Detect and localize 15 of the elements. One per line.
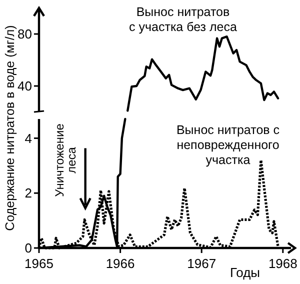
y-tick-label: 80: [18, 26, 32, 42]
line-series: [126, 36, 280, 112]
x-axis-title: Годы: [230, 265, 260, 280]
y-axis-title: Содержание нитратов в воде (мг/л): [3, 25, 17, 231]
y-tick-label: 4: [24, 130, 32, 146]
series-label: Вынос нитратов с неповрежденного участка: [176, 123, 280, 167]
x-tick-label: 1967: [187, 256, 216, 271]
y-tick-label: 0: [24, 240, 32, 256]
annotation: Уничтожение леса: [52, 123, 78, 197]
series-label: Вынос нитратов с участка без леса: [129, 5, 238, 34]
x-tick-label: 1968: [268, 256, 298, 271]
y-tick-label: 2: [24, 186, 32, 201]
x-tick-label: 1965: [24, 256, 54, 271]
y-tick-label: 40: [18, 78, 32, 94]
x-tick-label: 1966: [106, 256, 135, 271]
